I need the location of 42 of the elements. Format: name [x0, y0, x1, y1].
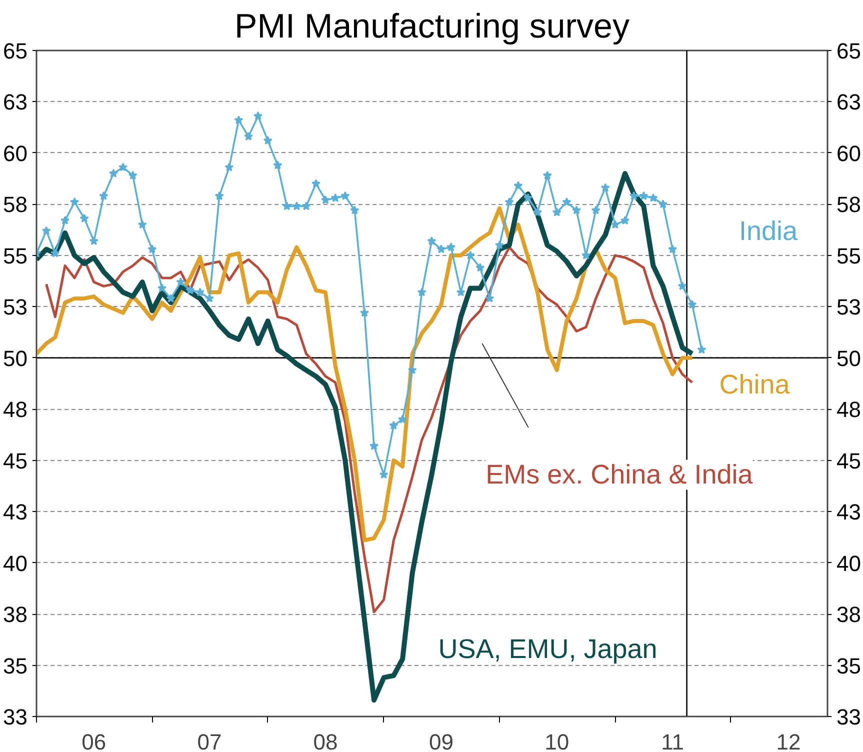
y2-tick-label: 38	[836, 602, 861, 628]
y-tick-label: 33	[3, 704, 28, 730]
x-tick-label: 09	[428, 730, 454, 752]
line-series	[36, 206, 694, 542]
y2-tick-label: 40	[836, 550, 861, 576]
y2-tick-label: 33	[836, 704, 861, 730]
y2-tick-label: 55	[836, 243, 861, 268]
y2-tick-label: 50	[836, 346, 861, 371]
text: India	[738, 216, 798, 246]
x-tick-label: 11	[661, 730, 684, 752]
y-tick-label: 53	[3, 294, 28, 320]
y-tick-label: 55	[3, 243, 28, 268]
y-tick-label: 63	[3, 90, 28, 115]
x-tick-label: 06	[82, 730, 106, 752]
y-tick-label: 58	[3, 192, 28, 218]
y2-tick-label: 35	[836, 653, 861, 678]
text: EMs ex. China & India	[486, 460, 754, 490]
x-tick-label: 08	[313, 730, 338, 752]
y-tick-label: 43	[3, 500, 28, 525]
y-tick-label: 60	[3, 140, 28, 166]
x-tick-label: 07	[197, 730, 222, 752]
y-tick-label: 35	[3, 653, 28, 678]
y2-tick-label: 63	[836, 90, 861, 115]
series-label: USA, EMU, Japan	[438, 634, 658, 664]
y2-tick-label: 65	[836, 38, 861, 64]
y-tick-label: 40	[3, 550, 28, 576]
y2-tick-label: 53	[836, 294, 861, 320]
y2-tick-label: 60	[836, 140, 861, 166]
y-tick-label: 50	[3, 346, 28, 371]
x-tick-label: 10	[544, 730, 570, 752]
line-series	[45, 246, 694, 614]
y-tick-label: 38	[3, 602, 28, 628]
y2-tick-label: 43	[836, 500, 861, 525]
x-tick-label: 12	[776, 730, 801, 752]
y-tick-label: 48	[3, 397, 28, 422]
y-tick-label: 65	[3, 38, 28, 64]
y-tick-label: 45	[3, 448, 28, 474]
y2-tick-label: 45	[836, 448, 861, 474]
y2-tick-label: 58	[836, 192, 861, 218]
y2-tick-label: 48	[836, 397, 861, 422]
chart-title: PMI Manufacturing survey	[234, 8, 630, 46]
series-label: China	[719, 370, 791, 400]
